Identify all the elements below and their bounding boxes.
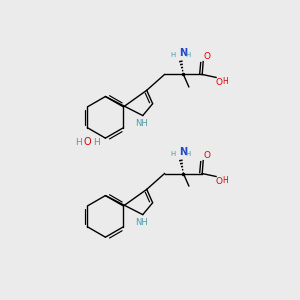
Text: H: H	[75, 138, 82, 147]
Text: H: H	[186, 52, 191, 58]
Text: H: H	[223, 77, 228, 86]
Text: H: H	[223, 176, 228, 185]
Text: N: N	[179, 147, 188, 157]
Text: H: H	[170, 151, 176, 157]
Text: O: O	[216, 177, 223, 186]
Text: NH: NH	[135, 218, 148, 227]
Text: O: O	[84, 137, 92, 147]
Text: NH: NH	[135, 119, 148, 128]
Text: O: O	[204, 151, 211, 160]
Text: O: O	[216, 78, 223, 87]
Text: N: N	[179, 48, 188, 58]
Text: H: H	[170, 52, 176, 58]
Text: O: O	[204, 52, 211, 61]
Text: H: H	[186, 151, 191, 157]
Text: H: H	[93, 138, 100, 147]
